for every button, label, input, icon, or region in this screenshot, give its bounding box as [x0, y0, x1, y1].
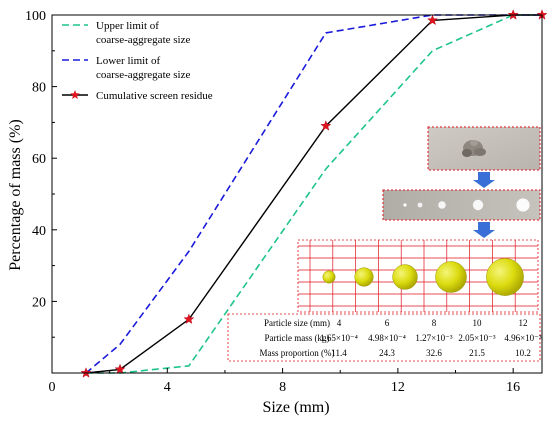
table-cell: 4.98×10⁻⁴: [368, 333, 406, 343]
y-axis-label: Percentage of mass (%): [7, 119, 24, 271]
legend-entry-label: coarse-aggregate size: [96, 34, 190, 46]
data-point-star: [114, 363, 126, 375]
data-point-star: [426, 14, 438, 26]
table-cell: 1.27×10⁻³: [415, 333, 453, 343]
table-cell: 21.5: [469, 348, 485, 358]
x-tick-label: 0: [49, 380, 56, 395]
table-cell: 6: [385, 318, 390, 328]
particle-sphere: [354, 267, 374, 287]
particles-photo: [382, 189, 541, 221]
particle-sphere: [435, 261, 467, 293]
x-tick-label: 4: [164, 380, 171, 395]
table-cell: 10.2: [515, 348, 531, 358]
legend-entry-label: Cumulative screen residue: [96, 90, 213, 102]
y-tick-label: 20: [32, 295, 46, 310]
legend: Upper limit of coarse-aggregate size Lower…: [62, 20, 213, 102]
legend-entry-label: Upper limit of: [96, 20, 159, 32]
y-tick-label: 60: [32, 152, 46, 167]
data-point-star: [320, 120, 332, 131]
particle-table: Particle size (mm) 4 6 8 10 12 Particle mass (…: [227, 313, 542, 362]
table-cell: 10: [473, 318, 483, 328]
table-row-label: Particle mass (kg): [265, 333, 330, 343]
table-cell: 11.4: [331, 348, 347, 358]
aggregate-photo: [427, 126, 541, 171]
tick-labels: 0 4 8 12 16 20 40 60 80 100: [25, 9, 520, 395]
x-tick-label: 16: [506, 380, 520, 395]
table-cell: 8: [432, 318, 437, 328]
x-tick-label: 8: [279, 380, 286, 395]
sphere-model-panel: [297, 239, 539, 313]
legend-star-marker: [70, 90, 80, 100]
table-row-label: Mass proportion (%): [260, 348, 335, 358]
particle-sphere: [486, 258, 524, 296]
table-row-label: Particle size (mm): [264, 318, 330, 328]
y-tick-label: 40: [32, 224, 46, 239]
y-tick-label: 100: [25, 9, 46, 24]
table-cell: 32.6: [426, 348, 442, 358]
particle-sphere: [392, 264, 418, 290]
down-arrow-icon: [473, 172, 495, 188]
x-axis-label: Size (mm): [262, 399, 329, 416]
axes: [51, 14, 543, 374]
down-arrow-icon: [473, 222, 495, 238]
table-cell: 24.3: [379, 348, 395, 358]
table-cell: 12: [519, 318, 528, 328]
table-cell: 1.65×10⁻⁴: [320, 333, 358, 343]
table-cell: 4: [337, 318, 342, 328]
y-tick-label: 80: [32, 81, 46, 96]
legend-entry-label: coarse-aggregate size: [96, 69, 190, 81]
data-point-star: [183, 313, 195, 324]
x-tick-label: 12: [391, 380, 405, 395]
table-cell: 4.96×10⁻³: [504, 333, 542, 343]
legend-entry-label: Lower limit of: [96, 55, 160, 67]
table-cell: 2.05×10⁻³: [458, 333, 496, 343]
particle-sphere: [322, 270, 336, 284]
inset-illustration: Particle size (mm) 4 6 8 10 12 Particle mass (…: [227, 126, 542, 362]
